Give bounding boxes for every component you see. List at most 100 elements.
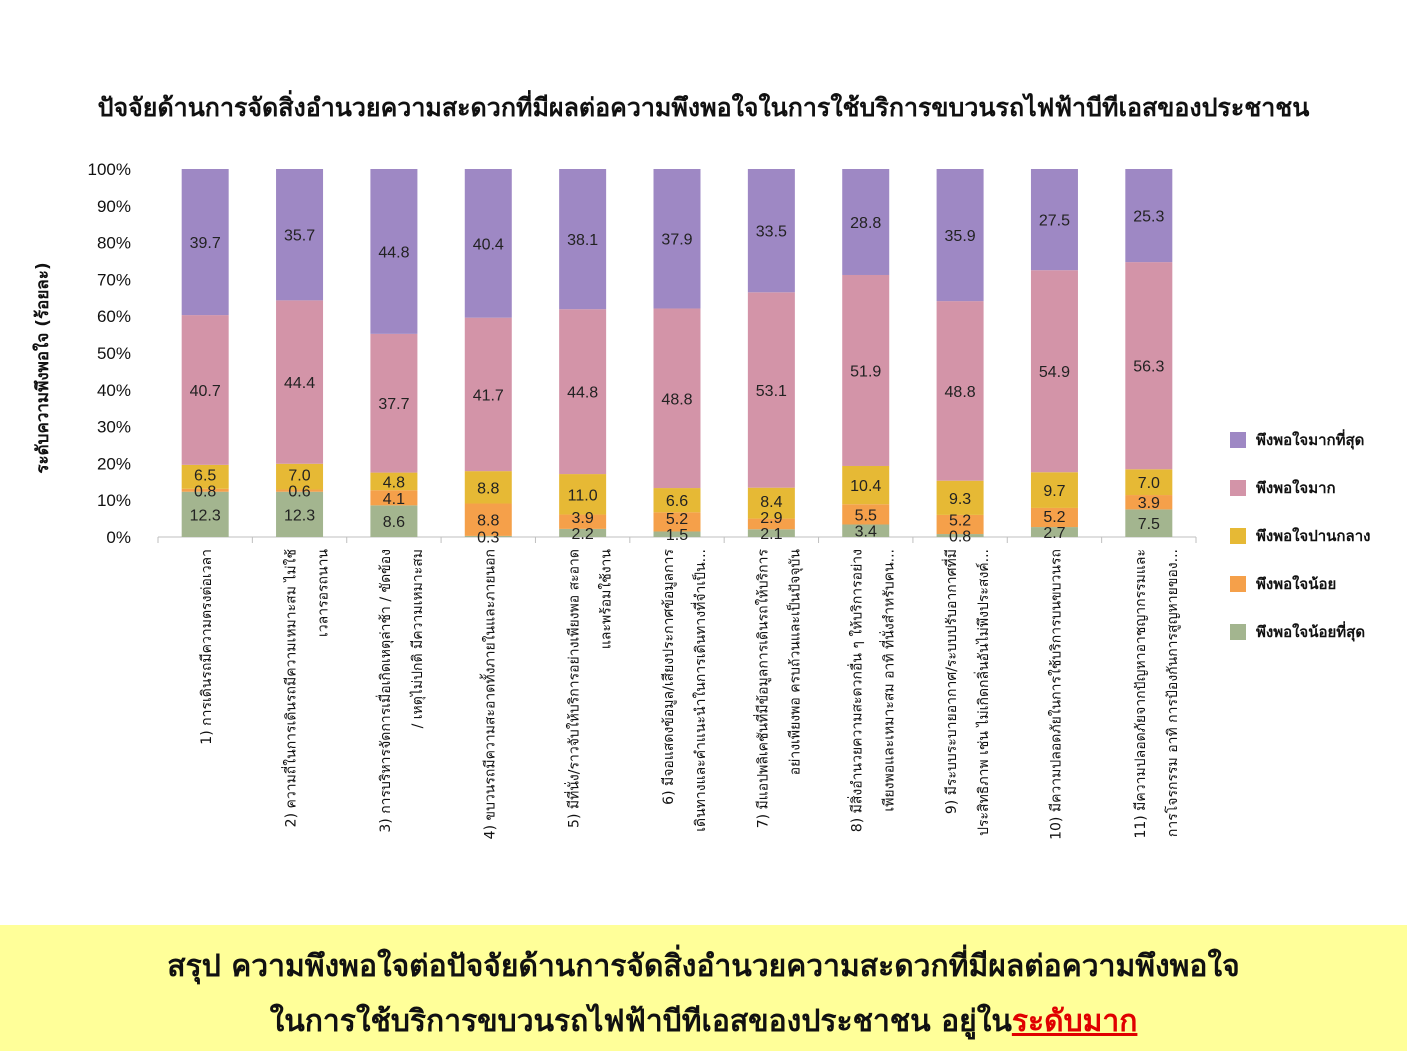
category-label-line: 4) ขบวนรถมีความสะอาดทั้งภายในและภายนอก xyxy=(479,549,498,839)
data-label: 44.4 xyxy=(284,375,315,392)
category-label: 1) การเดินรถมีความตรงต่อเวลา xyxy=(199,549,215,745)
bar-segment xyxy=(276,489,324,492)
summary-line-2-text: ในการใช้บริการขบวนรถไฟฟ้าบีทีเอสของประชา… xyxy=(269,1004,1012,1039)
category-label-line: และพร้อมใช้งาน xyxy=(598,549,615,650)
bar-segment xyxy=(936,534,984,537)
category-label-line: อย่างเพียงพอ ครบถ้วนและเป็นปัจจุบัน xyxy=(785,549,803,776)
legend-swatch xyxy=(1230,528,1246,544)
y-tick-label: 20% xyxy=(97,454,131,473)
bar-segment xyxy=(464,317,512,472)
data-label: 8.4 xyxy=(760,494,782,511)
legend-label: พึงพอใจน้อย xyxy=(1256,575,1337,593)
bar-segment xyxy=(276,169,324,301)
category-label-line: 11) มีความปลอดภัยจากปัญหาอาชญากรรมและ xyxy=(1133,549,1149,839)
bar-segment xyxy=(464,503,512,536)
data-label: 33.5 xyxy=(756,224,787,241)
data-label: 1.5 xyxy=(666,527,688,544)
bar-segment xyxy=(842,274,890,466)
bar-segment xyxy=(464,535,512,537)
data-label: 0.8 xyxy=(194,483,216,500)
bar-segment xyxy=(559,514,607,529)
bar-segment xyxy=(559,528,607,537)
bar-segment xyxy=(1030,507,1078,528)
data-label: 8.8 xyxy=(477,513,499,530)
data-label: 8.6 xyxy=(383,514,405,531)
bar-segment xyxy=(559,169,607,310)
bar-segment xyxy=(747,518,795,530)
category-label-line: การโจรกรรม อาทิ การป้องกันการสูญหายของ..… xyxy=(1164,549,1181,837)
category-label-line: เดินทางและคำแนะนำในการเดินทางที่จำเป็น..… xyxy=(691,549,709,832)
data-label: 9.3 xyxy=(949,491,971,508)
bar-segment xyxy=(1030,169,1078,271)
data-label: 5.2 xyxy=(1043,509,1065,526)
y-axis-ticks: 0% 10% 20% 30% 40% 50% 60% 70% 80% 90% 100% xyxy=(88,160,1197,547)
bar-segment xyxy=(1125,262,1173,470)
data-label: 44.8 xyxy=(378,244,409,261)
category-label: 7) มีแอปพลิเคชันที่มีข้อมูลการเดินรถให้บ… xyxy=(753,549,803,829)
bar-segment xyxy=(936,169,984,302)
data-labels: 12.30.86.540.739.712.30.67.044.435.78.64… xyxy=(190,209,1165,547)
y-tick-label: 90% xyxy=(97,197,131,216)
bar-segment xyxy=(747,487,795,519)
category-label: 10) มีความปลอดภัยในการใช้บริการบนขบวนรถ xyxy=(1047,549,1064,840)
bar-segment xyxy=(1125,509,1173,537)
bar-segment xyxy=(559,474,607,515)
category-label: 2) ความถี่ในการเดินรถมีความเหมาะสม ไม่ใช… xyxy=(282,549,332,828)
bar-segment xyxy=(1030,472,1078,508)
bar-segment xyxy=(1030,527,1078,537)
category-labels: 1) การเดินรถมีความตรงต่อเวลา 2) ความถี่ใน… xyxy=(199,549,1181,840)
bar-segment xyxy=(653,488,701,513)
data-label: 7.0 xyxy=(288,468,310,485)
data-label: 25.3 xyxy=(1133,209,1164,226)
data-label: 4.8 xyxy=(383,474,405,491)
data-label: 0.3 xyxy=(477,529,499,546)
bar-segment xyxy=(653,531,701,537)
bar-segment xyxy=(181,464,229,489)
bar-segment xyxy=(464,471,512,504)
bar-segment xyxy=(276,463,324,490)
data-label: 5.5 xyxy=(855,507,877,524)
bars xyxy=(181,169,1173,537)
data-label: 38.1 xyxy=(567,232,598,249)
category-label-line: 2) ความถี่ในการเดินรถมีความเหมาะสม ไม่ใช… xyxy=(282,549,300,827)
category-label: 11) มีความปลอดภัยจากปัญหาอาชญากรรมและ การ… xyxy=(1133,549,1181,839)
data-label: 6.5 xyxy=(194,467,216,484)
data-label: 12.3 xyxy=(284,507,315,524)
y-tick-label: 80% xyxy=(97,234,131,253)
data-label: 44.8 xyxy=(567,385,598,402)
data-label: 3.9 xyxy=(1138,495,1160,512)
bar-segment xyxy=(842,465,890,505)
data-label: 0.6 xyxy=(288,484,310,501)
bar-segment xyxy=(936,301,984,481)
category-label-line: 5) มีที่นั่ง/ราวจับให้บริการอย่างเพียงพอ… xyxy=(565,549,583,828)
category-label-line: 10) มีความปลอดภัยในการใช้บริการบนขบวนรถ xyxy=(1047,549,1064,840)
data-label: 53.1 xyxy=(756,383,787,400)
y-tick-label: 40% xyxy=(97,381,131,400)
y-tick-label: 60% xyxy=(97,307,131,326)
bar-segment xyxy=(936,480,984,515)
data-label: 7.5 xyxy=(1138,516,1160,533)
bar-segment xyxy=(1125,169,1173,263)
data-label: 10.4 xyxy=(850,478,881,495)
data-label: 40.4 xyxy=(473,236,504,253)
bar-segment xyxy=(747,292,795,488)
data-label: 37.7 xyxy=(378,396,409,413)
data-label: 5.2 xyxy=(666,511,688,528)
legend-label: พึงพอใจปานกลาง xyxy=(1256,527,1371,545)
bar-segment xyxy=(181,488,229,492)
category-label: 9) มีระบบระบายอากาศ/ระบบปรับอากาศที่มี ปร… xyxy=(942,549,992,836)
category-label-line: 3) การบริหารจัดการเมื่อเกิดเหตุล่าช้า / … xyxy=(376,549,394,833)
bar-segment xyxy=(370,333,418,473)
stacked-bar-chart: 0% 10% 20% 30% 40% 50% 60% 70% 80% 90% 100% 12.3 0.… xyxy=(32,160,1197,840)
y-tick-label: 70% xyxy=(97,270,131,289)
summary-banner: สรุป ความพึงพอใจต่อปัจจัยด้านการจัดสิ่งอ… xyxy=(0,925,1407,1051)
data-label: 54.9 xyxy=(1039,364,1070,381)
summary-highlight: ระดับมาก xyxy=(1011,1004,1138,1039)
bar-segment xyxy=(653,169,701,309)
data-label: 12.3 xyxy=(190,507,221,524)
bar-segment xyxy=(370,490,418,506)
category-label: 8) มีสิ่งอำนวยความสะดวกอื่น ๆ ให้บริการอ… xyxy=(848,549,898,832)
bar-segment xyxy=(181,491,229,537)
data-label: 11.0 xyxy=(568,487,598,504)
data-label: 35.9 xyxy=(945,228,976,245)
